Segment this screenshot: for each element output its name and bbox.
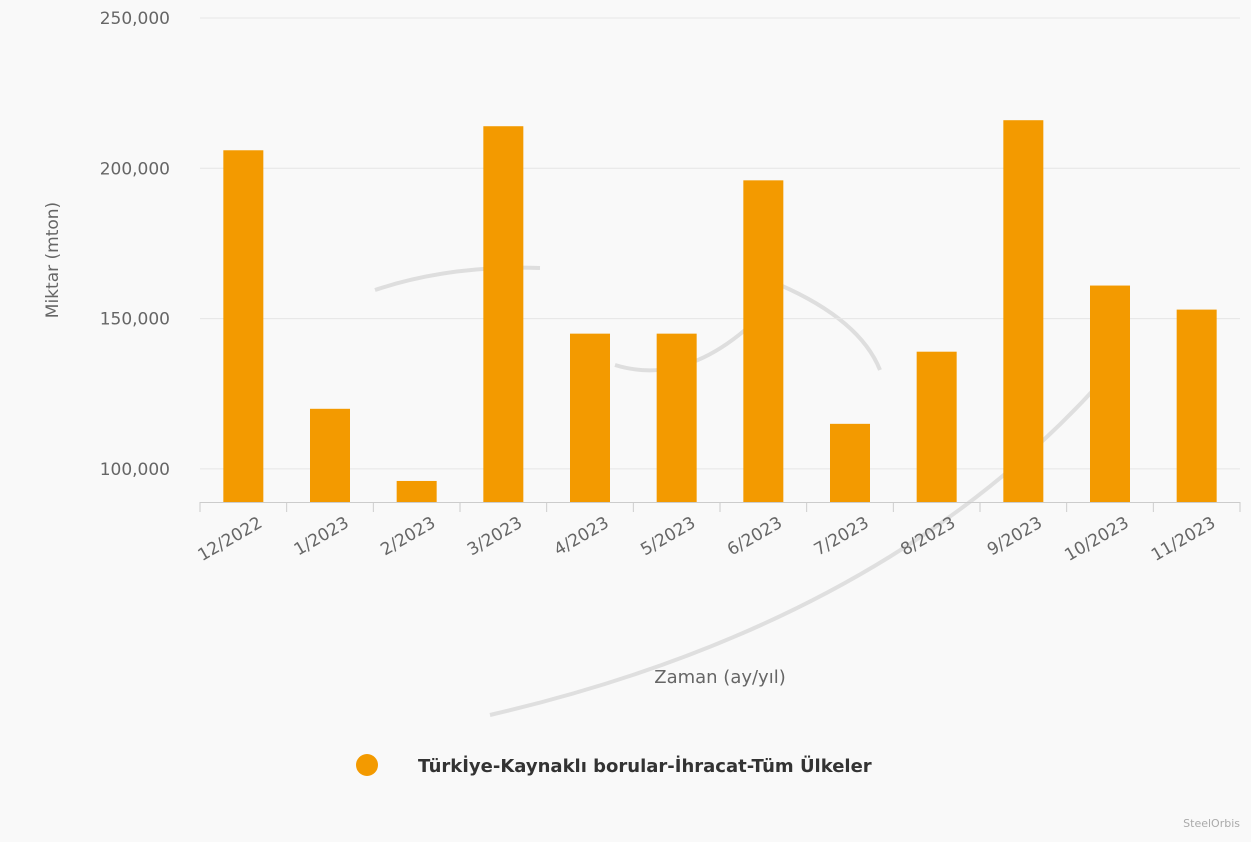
x-tick-label: 4/2023: [551, 513, 613, 560]
y-tick-labels: 100,000 150,000 200,000 250,000: [100, 9, 170, 480]
bar[interactable]: [223, 150, 264, 502]
legend-marker: [356, 754, 378, 776]
bar[interactable]: [743, 180, 784, 503]
bar[interactable]: [1176, 309, 1217, 502]
watermark: SteelOrbis: [1183, 817, 1240, 830]
x-tick-label: 1/2023: [291, 513, 353, 560]
x-tick-label: 11/2023: [1148, 513, 1219, 566]
legend[interactable]: Türkİye-Kaynaklı borular-İhracat-Tüm Ülk…: [356, 754, 872, 777]
bar[interactable]: [570, 333, 610, 502]
x-tick-label: 9/2023: [984, 513, 1046, 560]
x-tick-label: 10/2023: [1061, 513, 1132, 566]
x-tick-label: 6/2023: [724, 513, 786, 560]
y-tick-label: 150,000: [100, 310, 170, 330]
x-tick-label: 5/2023: [637, 513, 699, 560]
grid-lines: [200, 17, 1240, 470]
bar[interactable]: [916, 351, 957, 502]
axes: [199, 502, 1241, 512]
y-tick-label: 250,000: [100, 9, 170, 29]
legend-label[interactable]: Türkİye-Kaynaklı borular-İhracat-Tüm Ülk…: [418, 755, 872, 777]
bar[interactable]: [830, 423, 870, 502]
bars: [223, 120, 1217, 503]
y-axis-label: Miktar (mton): [43, 202, 63, 318]
bar[interactable]: [310, 408, 350, 502]
y-tick-label: 100,000: [100, 460, 170, 480]
x-tick-label: 2/2023: [377, 513, 439, 560]
bar[interactable]: [1003, 120, 1044, 502]
bar[interactable]: [483, 126, 524, 502]
x-tick-labels: 12/2022 1/2023 2/2023 3/2023 4/2023 5/2023 6/2…: [195, 513, 1219, 566]
x-axis-label: Zaman (ay/yıl): [654, 667, 786, 688]
x-tick-label: 3/2023: [464, 513, 526, 560]
bar[interactable]: [656, 333, 697, 502]
y-tick-label: 200,000: [100, 159, 170, 179]
bar[interactable]: [396, 480, 437, 502]
x-tick-label: 7/2023: [811, 513, 873, 560]
x-tick-label: 12/2022: [195, 513, 266, 566]
bar[interactable]: [1090, 285, 1130, 502]
x-tick-label: 8/2023: [897, 513, 959, 560]
